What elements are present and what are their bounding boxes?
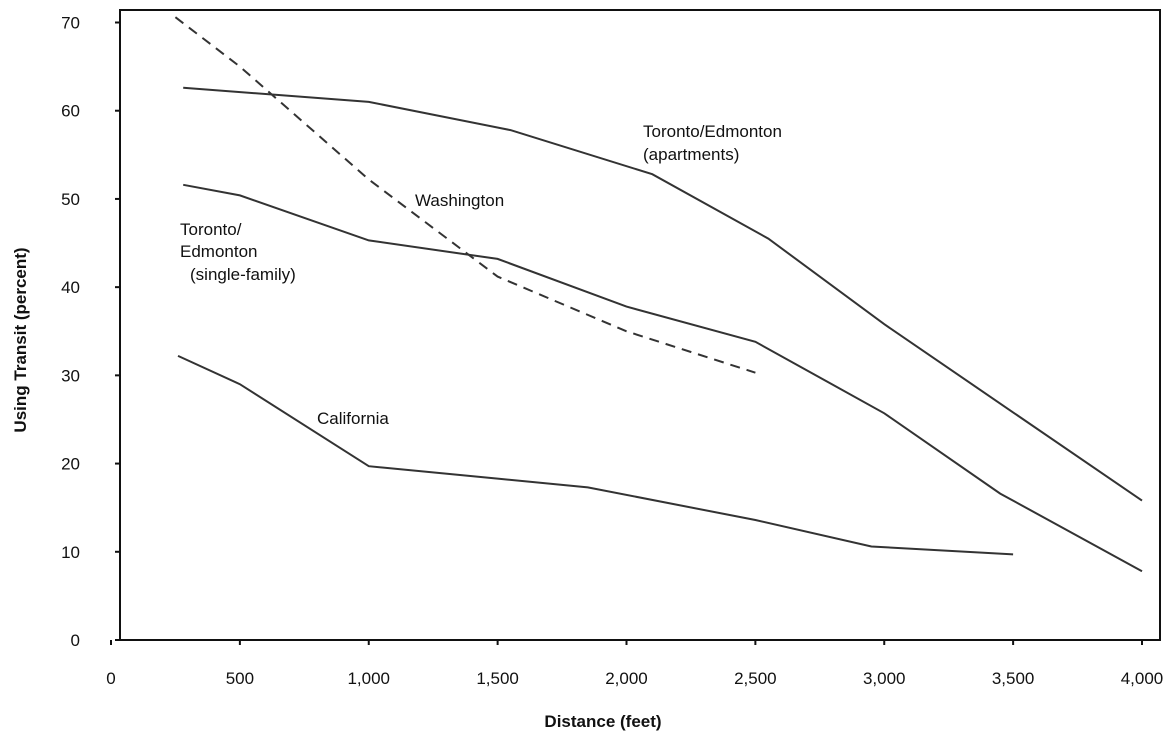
series-lines — [174, 16, 1143, 573]
annotation-line: California — [317, 409, 389, 428]
y-tick-label: 60 — [61, 102, 80, 121]
x-axis-title: Distance (feet) — [544, 712, 661, 731]
series-line-4 — [177, 354, 1014, 556]
x-tick-label: 3,500 — [992, 669, 1035, 688]
x-tick-label: 1,500 — [476, 669, 519, 688]
x-tick-label: 4,000 — [1121, 669, 1164, 688]
annotation-line: Toronto/Edmonton — [643, 122, 782, 141]
y-axis-title: Using Transit (percent) — [11, 247, 30, 432]
annotation-line: Edmonton — [180, 242, 258, 261]
y-tick-label: 40 — [61, 278, 80, 297]
y-tick-label: 10 — [61, 543, 80, 562]
y-tick-label: 30 — [61, 366, 80, 385]
axis-ticks — [110, 21, 1143, 645]
series-annotation: Washington — [415, 191, 504, 210]
x-tick-label: 2,000 — [605, 669, 648, 688]
series-annotation: Toronto/Edmonton (single-family) — [180, 220, 296, 284]
tick-labels: 0 10 20 30 40 50 60 70 0 500 1,000 1,500 2,000 2,500 3… — [61, 14, 1163, 689]
series-line-2 — [183, 183, 1143, 573]
y-tick-label: 0 — [71, 631, 80, 650]
x-tick-label: 1,000 — [347, 669, 390, 688]
y-tick-label: 70 — [61, 14, 80, 33]
annotation-line: Washington — [415, 191, 504, 210]
annotation-line: (single-family) — [190, 265, 296, 284]
annotation-line: Toronto/ — [180, 220, 242, 239]
x-tick-label: 0 — [106, 669, 115, 688]
series-annotation: California — [317, 409, 389, 428]
y-tick-label: 20 — [61, 455, 80, 474]
series-annotations: Toronto/Edmonton (apartments) Washington To… — [180, 122, 782, 428]
x-tick-label: 3,000 — [863, 669, 906, 688]
x-tick-label: 500 — [226, 669, 254, 688]
series-annotation: Toronto/Edmonton (apartments) — [643, 122, 782, 164]
plot-frame — [119, 9, 1161, 641]
plot-border — [119, 9, 1161, 641]
series-line-1 — [183, 86, 1143, 502]
annotation-line: (apartments) — [643, 145, 739, 164]
y-tick-label: 50 — [61, 190, 80, 209]
x-tick-label: 2,500 — [734, 669, 777, 688]
